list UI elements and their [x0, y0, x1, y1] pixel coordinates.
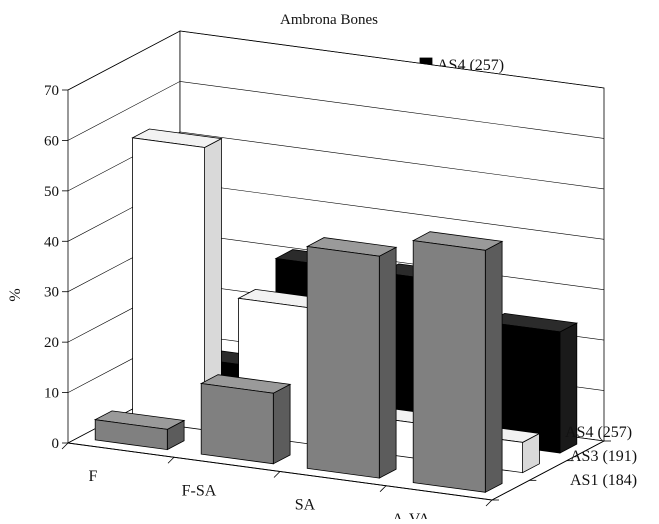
y-axis-ticks: 0 10 20 30 40 50 60 70	[44, 83, 68, 452]
bar	[93, 410, 186, 451]
bar-side-face	[272, 383, 291, 465]
bar	[199, 374, 292, 465]
bar-front-face	[132, 137, 206, 431]
x-tick-mark	[167, 456, 175, 464]
y-tick-label: 0	[52, 436, 60, 452]
bar-front-face	[412, 240, 486, 493]
bar	[131, 128, 223, 431]
x-tick-label: F-SA	[182, 482, 217, 499]
y-tick-label: 70	[44, 83, 59, 99]
bar	[305, 237, 398, 479]
bar-front-face	[200, 383, 274, 465]
x-axis: F F-SA SA A-VA	[61, 442, 493, 524]
bar-front-face	[306, 246, 380, 479]
depth-tick-label: AS4 (257)	[565, 424, 632, 441]
depth-tick-label: AS3 (191)	[570, 448, 637, 465]
depth-tick-label: AS1 (184)	[570, 472, 637, 489]
gridline	[67, 30, 605, 91]
x-tick-mark	[485, 499, 493, 507]
bar-front-face	[94, 419, 168, 451]
gridline	[67, 131, 605, 192]
chart-title: Ambrona Bones	[280, 12, 378, 28]
x-tick-mark	[61, 442, 69, 450]
x-tick-label: A-VA	[392, 511, 430, 519]
depth-axis: AS4 (257) AS3 (191) AS1 (184)	[491, 424, 637, 501]
y-tick-label: 10	[44, 386, 59, 402]
x-tick-label: F	[89, 468, 98, 485]
x-tick-mark	[273, 471, 281, 478]
x-tick-mark	[379, 485, 387, 493]
y-tick-label: 40	[44, 234, 59, 250]
gridline	[67, 81, 605, 141]
bar-side-face	[484, 240, 503, 493]
bar-side-face	[378, 246, 397, 479]
y-tick-label: 50	[44, 184, 59, 200]
y-axis-label: %	[7, 288, 24, 301]
depth-axis-line	[491, 440, 605, 501]
y-tick-label: 30	[44, 285, 59, 301]
y-tick-label: 60	[44, 133, 59, 149]
x-tick-label: SA	[295, 497, 316, 514]
bars	[93, 128, 579, 493]
bar	[486, 312, 579, 454]
y-tick-label: 20	[44, 335, 59, 351]
bar	[411, 231, 504, 493]
